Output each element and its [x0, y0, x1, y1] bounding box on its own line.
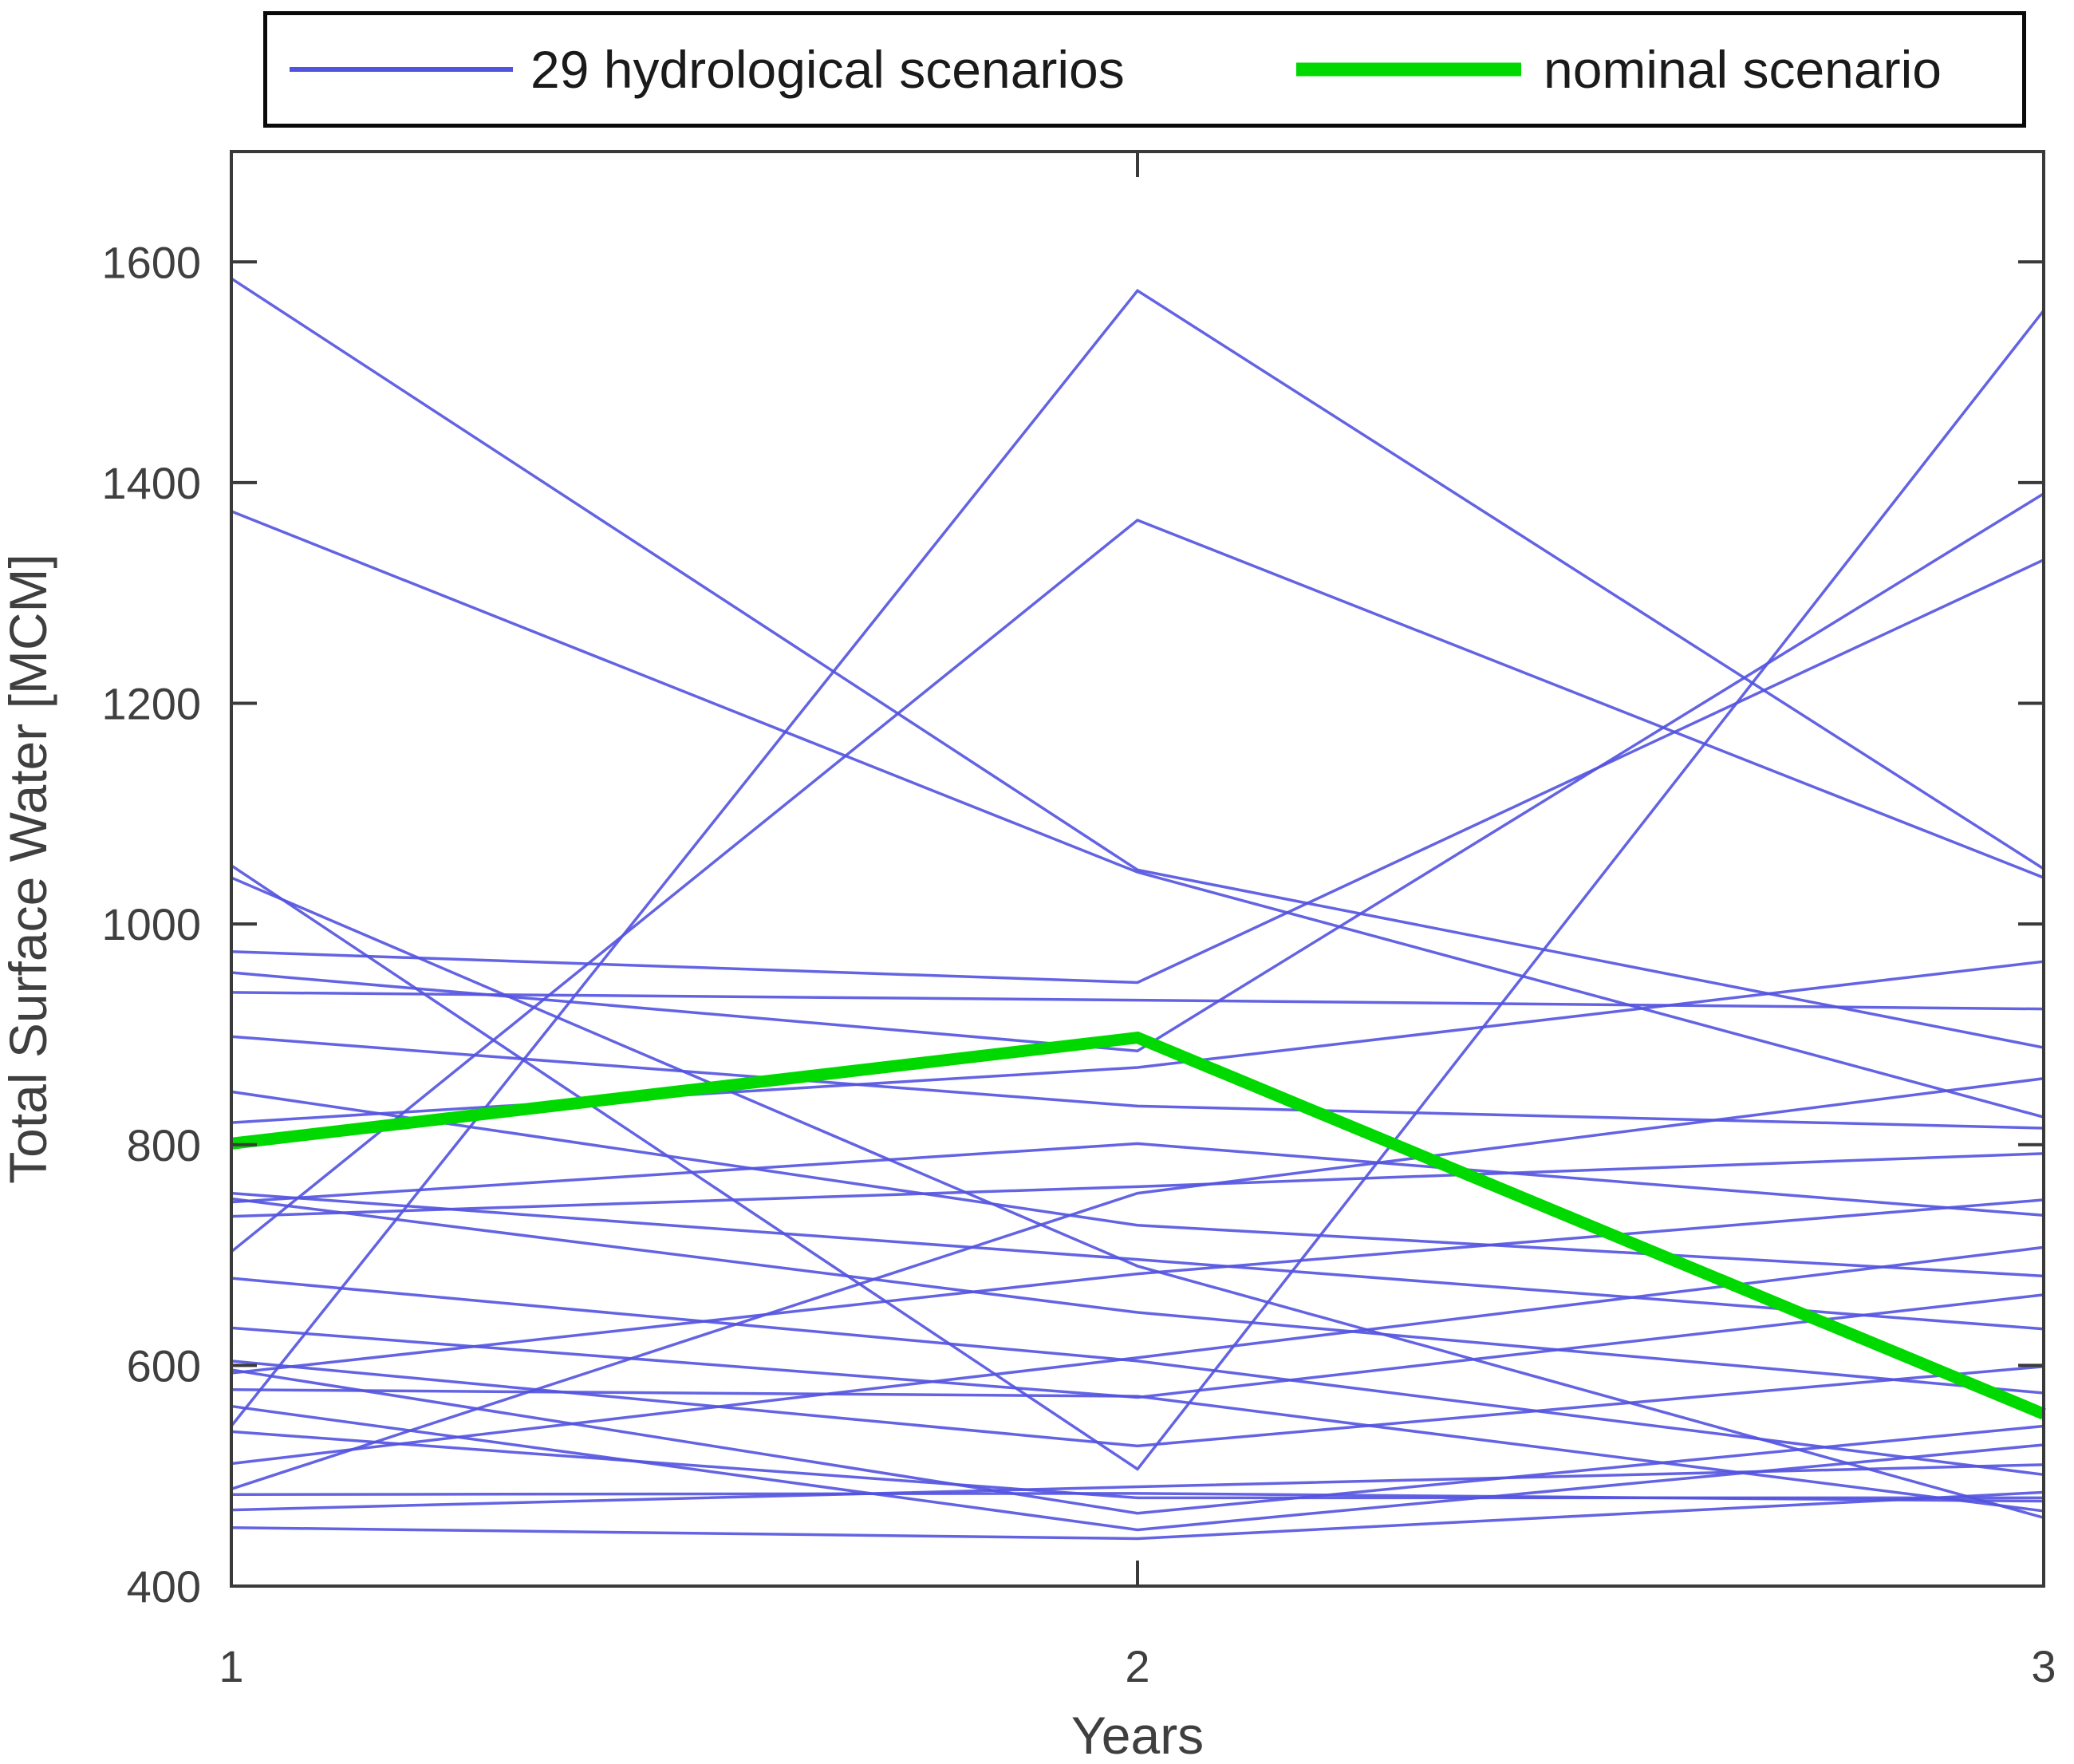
scenario-line — [231, 277, 2044, 1049]
y-tick-label: 600 — [127, 1340, 201, 1391]
ticks-group — [230, 152, 2045, 1588]
y-tick-label: 1400 — [101, 458, 201, 508]
scenario-line — [231, 492, 2044, 1053]
scenario-line — [231, 510, 2044, 1119]
y-tick-label: 800 — [127, 1120, 201, 1170]
scenario-line — [231, 1277, 2044, 1477]
nominal-legend-label: nominal scenario — [1544, 40, 1942, 99]
scenario-line — [231, 876, 2044, 1519]
scenario-line — [230, 518, 2044, 1253]
scenario-line — [231, 1077, 2044, 1490]
scenario-line — [231, 1035, 2044, 1130]
scenario-legend-line — [290, 67, 513, 72]
scenario-line — [231, 1152, 2044, 1218]
legend: 29 hydrological scenarios nominal scenar… — [263, 11, 2026, 128]
x-axis-label: Years — [1071, 1706, 1204, 1764]
y-tick-label: 1200 — [101, 679, 201, 729]
scenario-line — [231, 1293, 2044, 1399]
nominal-line — [231, 1031, 2046, 1420]
x-tick-label: 2 — [1125, 1641, 1149, 1691]
scenario-line — [231, 310, 2045, 1471]
scenario-line — [231, 1090, 2044, 1278]
scenario-line — [231, 1197, 2044, 1395]
scenario-line — [231, 1490, 2044, 1541]
scenario-line — [231, 1463, 2044, 1512]
x-tick-label: 1 — [219, 1641, 243, 1691]
scenario-line — [231, 1198, 2044, 1375]
scenario-line — [231, 1368, 2044, 1515]
y-tick-label: 1000 — [101, 899, 201, 949]
scenario-line — [231, 1142, 2044, 1217]
scenario-line — [231, 991, 2044, 1011]
y-tick-label: 1600 — [101, 237, 201, 287]
scenario-line — [231, 1492, 2044, 1503]
scenario-line — [231, 558, 2044, 985]
x-tick-label: 3 — [2031, 1641, 2056, 1691]
y-tick-label: 400 — [127, 1561, 201, 1612]
scenario-line — [231, 1191, 2044, 1331]
y-axis-label: Total Surface Water [MCM] — [0, 554, 57, 1184]
series-lines-group — [230, 277, 2046, 1541]
scenario-line — [231, 1245, 2044, 1466]
scenario-line — [230, 288, 2044, 1427]
nominal-legend-line — [1296, 62, 1521, 77]
tick-labels-group: 400 600 800 1000 1200 1400 1600 1 2 3 — [101, 237, 2056, 1691]
scenario-legend-label: 29 hydrological scenarios — [530, 40, 1125, 99]
